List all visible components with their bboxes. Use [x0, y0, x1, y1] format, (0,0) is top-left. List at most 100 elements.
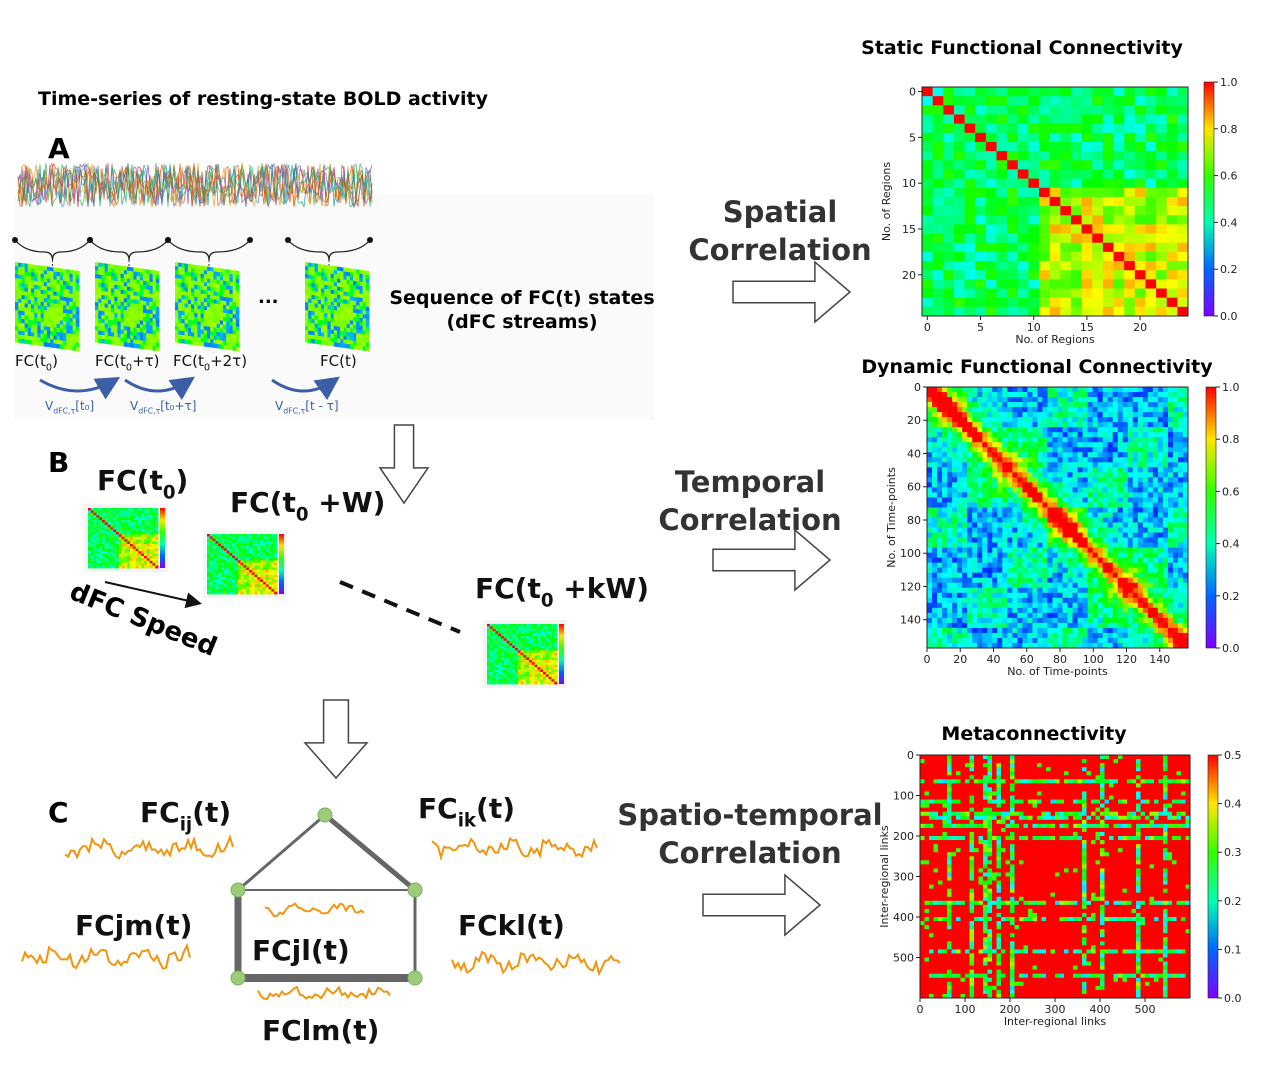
- heatmap-cell: [105, 508, 108, 511]
- heatmap-cell: [96, 561, 99, 564]
- heatmap-cell: [238, 575, 241, 578]
- heatmap-cell: [1156, 124, 1167, 134]
- heatmap-cell: [88, 520, 91, 523]
- heatmap-cell: [1153, 387, 1158, 392]
- heatmap-cell: [1018, 307, 1029, 317]
- heatmap-cell: [1173, 387, 1178, 392]
- heatmap-cell: [515, 677, 518, 680]
- heatmap-cell: [266, 565, 269, 568]
- heatmap-cell: [136, 549, 139, 552]
- heatmap-cell: [1039, 87, 1050, 97]
- heatmap-cell: [88, 566, 91, 569]
- heatmap-cell: [1037, 392, 1042, 397]
- heatmap-cell: [1168, 397, 1173, 402]
- heatmap-cell: [507, 662, 510, 665]
- heatmap-cell: [224, 582, 227, 585]
- heatmap-cell: [207, 536, 210, 539]
- heatmap-cell: [105, 558, 108, 561]
- heatmap-cell: [260, 536, 263, 539]
- heatmap-cell: [521, 677, 524, 680]
- heatmap-cell: [137, 344, 141, 349]
- heatmap-cell: [347, 344, 351, 349]
- heatmap-cell: [147, 530, 150, 533]
- heatmap-cell: [498, 629, 501, 632]
- heatmap-cell: [549, 650, 552, 653]
- heatmap-cell: [218, 589, 221, 592]
- heatmap-cell: [229, 551, 232, 554]
- heatmap-cell: [1002, 407, 1007, 412]
- heatmap-cell: [1167, 188, 1178, 198]
- heatmap-cell: [124, 544, 127, 547]
- heatmap-cell: [243, 536, 246, 539]
- heatmap-cell: [91, 508, 94, 511]
- heatmap-cell: [927, 407, 932, 412]
- heatmap-cell: [321, 340, 325, 345]
- heatmap-cell: [274, 551, 277, 554]
- heatmap-cell: [1133, 387, 1138, 392]
- heatmap-cell: [246, 536, 249, 539]
- heatmap-cell: [116, 558, 119, 561]
- heatmap-cell: [144, 525, 147, 528]
- heatmap-cell: [532, 634, 535, 637]
- window-dot: [285, 237, 291, 243]
- heatmap-cell: [207, 551, 210, 554]
- heatmap-cell: [933, 307, 944, 317]
- heatmap-cell: [130, 518, 133, 521]
- heatmap-cell: [1037, 447, 1042, 452]
- heatmap-cell: [110, 566, 113, 569]
- heatmap-cell: [138, 537, 141, 540]
- heatmap-cell: [105, 525, 108, 528]
- heatmap-cell: [119, 508, 122, 511]
- heatmap-cell: [507, 638, 510, 641]
- heatmap-cell: [529, 641, 532, 644]
- heatmap-cell: [1017, 442, 1022, 447]
- heatmap-cell: [1156, 96, 1167, 106]
- heatmap-cell: [1124, 160, 1135, 170]
- heatmap-cell: [1017, 452, 1022, 457]
- heatmap-cell: [1118, 412, 1123, 417]
- heatmap-cell: [1103, 215, 1114, 225]
- heatmap-cell: [1050, 142, 1061, 152]
- heatmap-cell: [263, 546, 266, 549]
- heatmap-cell: [1153, 392, 1158, 397]
- heatmap-cell: [1082, 270, 1093, 280]
- heatmap-cell: [150, 537, 153, 540]
- heatmap-cell: [122, 518, 125, 521]
- heatmap-cell: [987, 447, 992, 452]
- heatmap-cell: [962, 422, 967, 427]
- heatmap-cell: [922, 298, 933, 308]
- heatmap-cell: [215, 575, 218, 578]
- heatmap-cell: [535, 631, 538, 634]
- heatmap-cell: [1082, 307, 1093, 317]
- heatmap-cell: [91, 566, 94, 569]
- heatmap-cell: [922, 114, 933, 124]
- heatmap-cell: [249, 563, 252, 566]
- heatmap-cell: [975, 270, 986, 280]
- y-tick-label: 5: [909, 131, 916, 144]
- heatmap-cell: [363, 346, 367, 351]
- heatmap-cell: [133, 513, 136, 516]
- heatmap-cell: [136, 551, 139, 554]
- heatmap-cell: [987, 387, 992, 392]
- heatmap-cell: [1002, 432, 1007, 437]
- heatmap-cell: [987, 422, 992, 427]
- heatmap-cell: [1156, 105, 1167, 115]
- heatmap-cell: [1073, 422, 1078, 427]
- heatmap-cell: [518, 653, 521, 656]
- heatmap-cell: [493, 674, 496, 677]
- heatmap-cell: [932, 452, 937, 457]
- heatmap-cell: [493, 679, 496, 682]
- heatmap-cell: [523, 660, 526, 663]
- heatmap-cell: [962, 402, 967, 407]
- heatmap-cell: [1032, 437, 1037, 442]
- heatmap-cell: [1103, 96, 1114, 106]
- heatmap-cell: [996, 105, 1007, 115]
- y-axis-label: No. of Regions: [880, 162, 893, 242]
- heatmap-cell: [987, 432, 992, 437]
- heatmap-cell: [269, 563, 272, 566]
- heatmap-cell: [1050, 179, 1061, 189]
- heatmap-cell: [526, 667, 529, 670]
- heatmap-cell: [1028, 279, 1039, 289]
- heatmap-cell: [962, 437, 967, 442]
- heatmap-cell: [210, 536, 213, 539]
